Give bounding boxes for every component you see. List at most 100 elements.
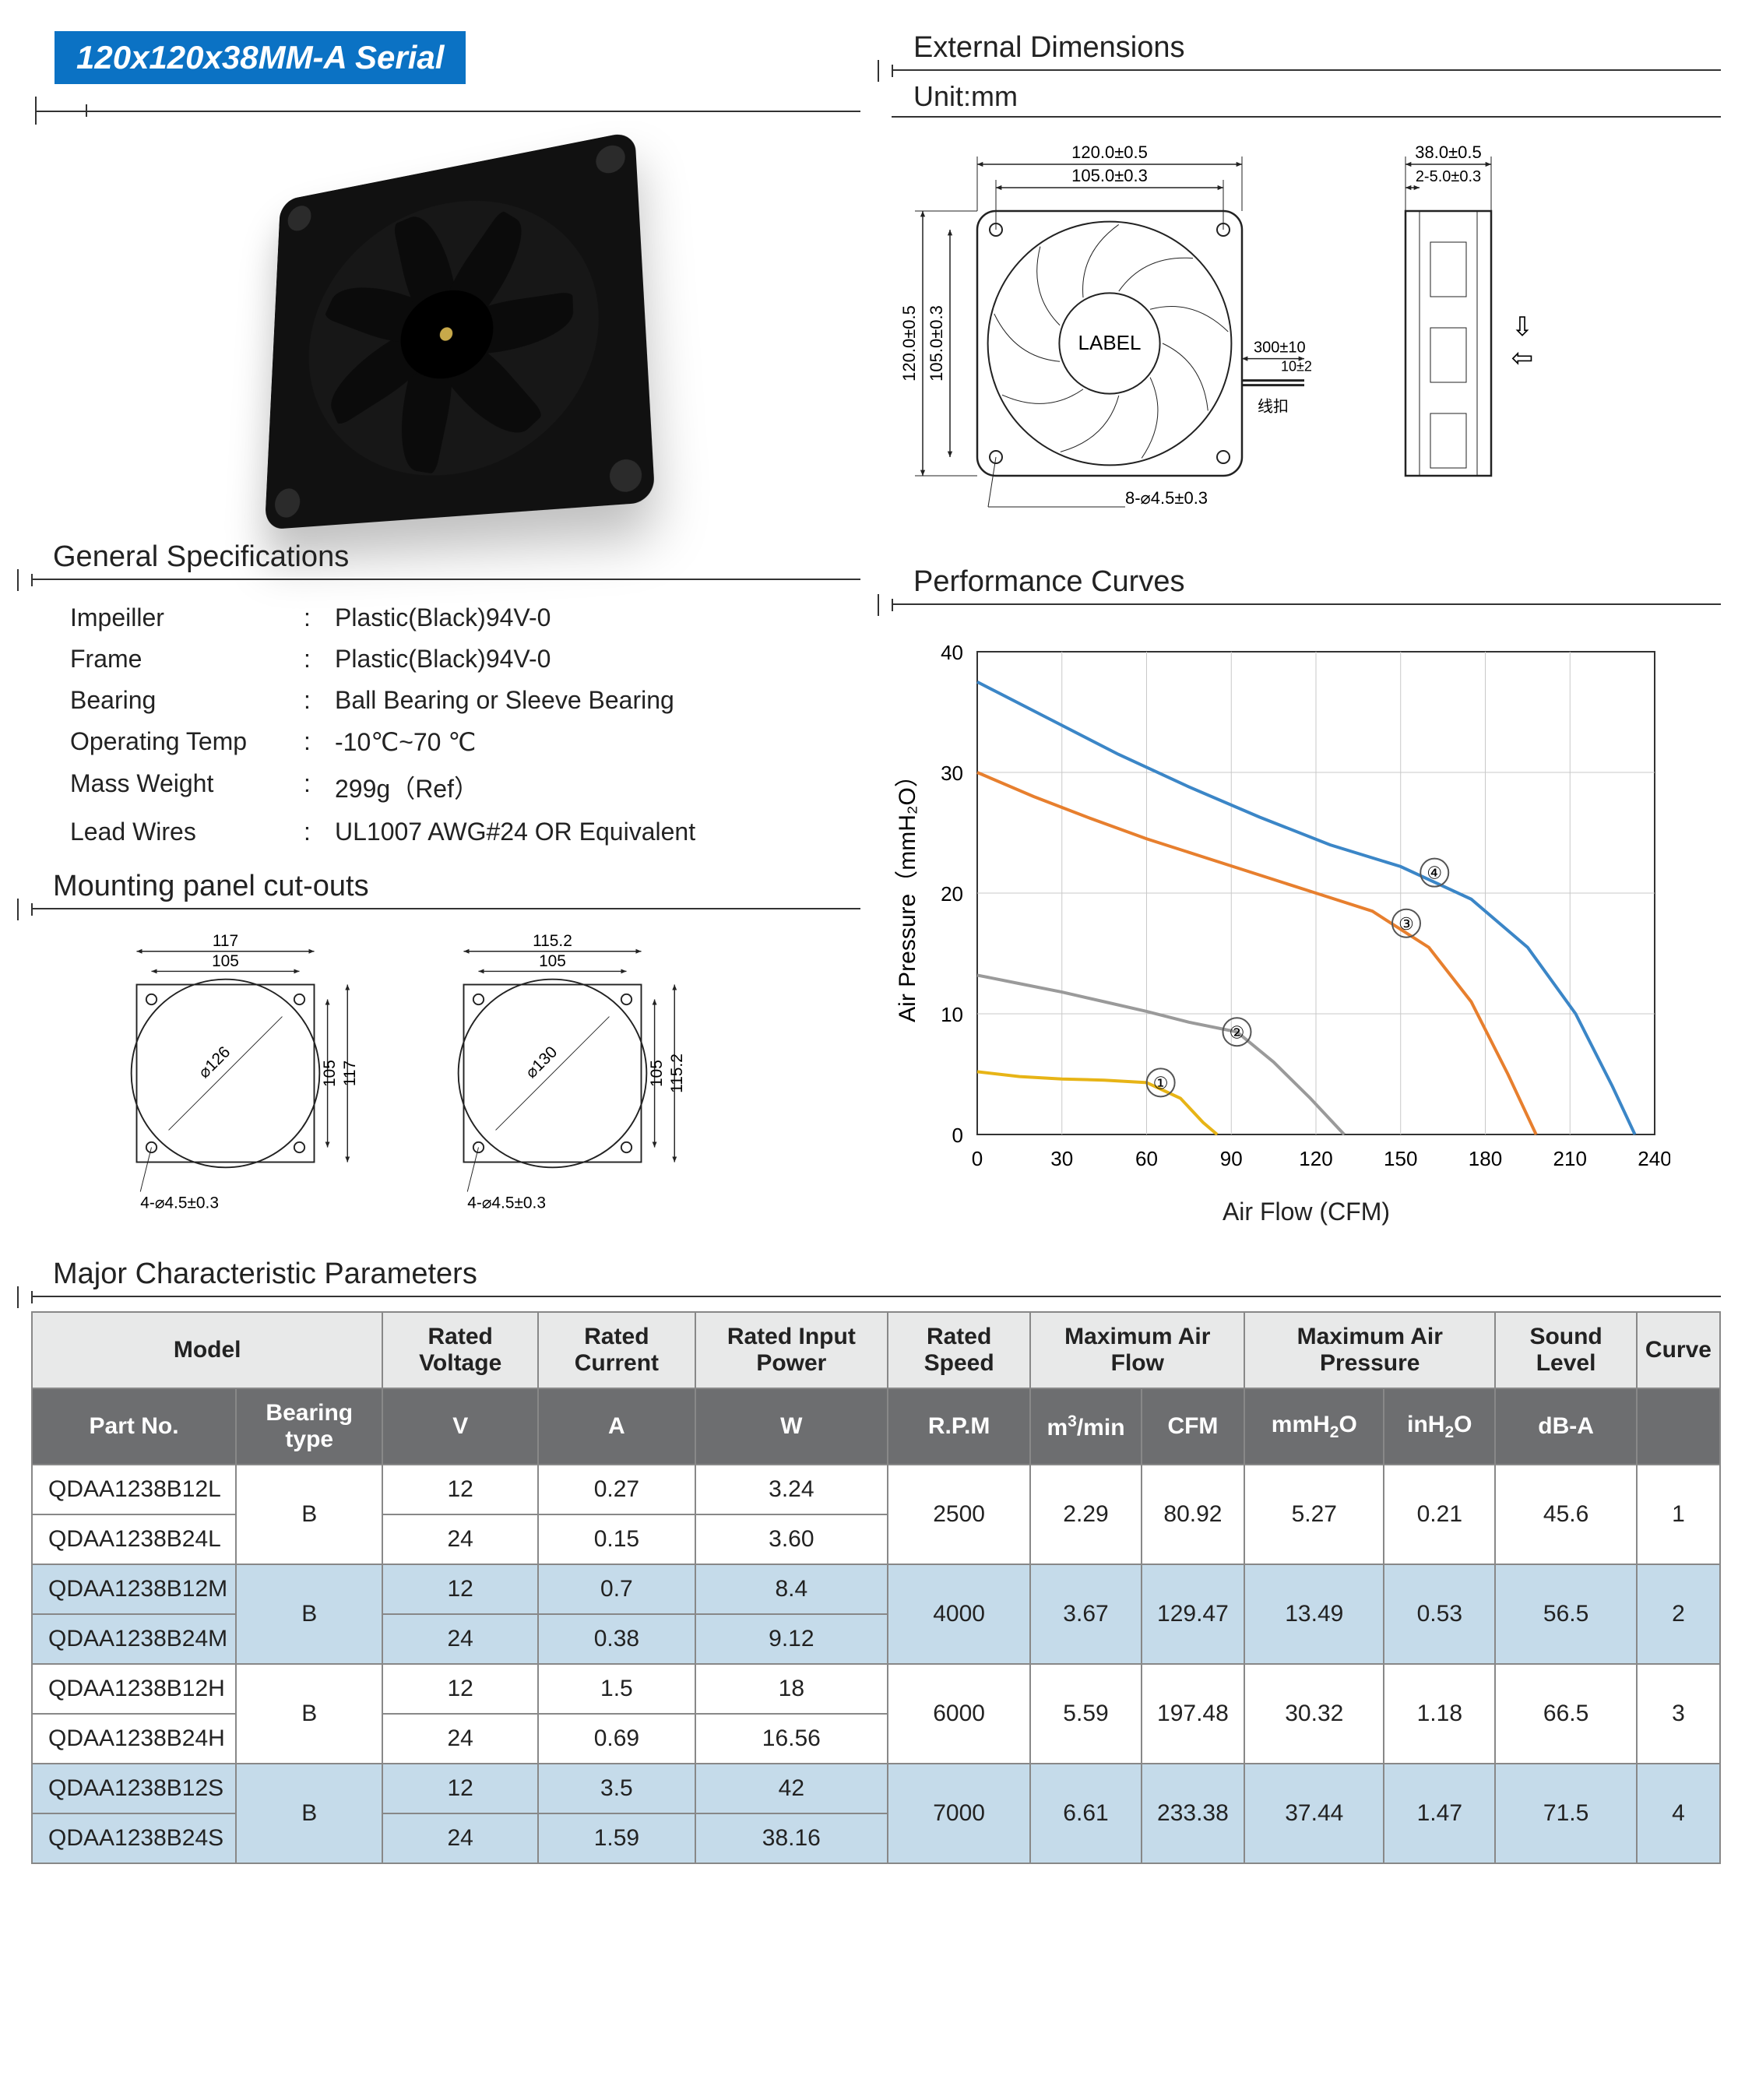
cutouts-area: ⌀1261171051171054-⌀4.5±0.3 ⌀130115.21051…: [78, 933, 860, 1234]
table-cell: 45.6: [1495, 1465, 1637, 1564]
svg-text:⌀130: ⌀130: [522, 1043, 561, 1082]
table-body: QDAA1238B12LB120.273.2425002.2980.925.27…: [32, 1465, 1720, 1863]
spec-mass-v: 299g（Ref）: [335, 769, 860, 805]
table-cell: B: [236, 1764, 382, 1863]
section-external: External Dimensions: [892, 31, 1721, 71]
table-cell: B: [236, 1664, 382, 1764]
svg-text:300±10: 300±10: [1254, 339, 1306, 357]
title-rule: [31, 97, 860, 128]
table-cell: 4: [1637, 1764, 1720, 1863]
svg-text:⌀126: ⌀126: [195, 1043, 234, 1082]
table-cell: 129.47: [1142, 1564, 1245, 1664]
table-cell: 8.4: [695, 1564, 888, 1614]
table-cell: B: [236, 1465, 382, 1564]
table-cell: 37.44: [1244, 1764, 1384, 1863]
th-model: Model: [32, 1312, 382, 1388]
table-cell: 3.60: [695, 1514, 888, 1564]
table-cell: 12: [382, 1465, 538, 1514]
table-cell: 12: [382, 1564, 538, 1614]
table-cell: 3.24: [695, 1465, 888, 1514]
svg-text:0: 0: [972, 1147, 983, 1170]
th-snd: Sound Level: [1495, 1312, 1637, 1388]
table-cell: 38.16: [695, 1813, 888, 1863]
table-cell: 42: [695, 1764, 888, 1813]
table-cell: 3.5: [538, 1764, 695, 1813]
svg-text:120.0±0.5: 120.0±0.5: [899, 305, 919, 382]
spec-list: Impeiller:Plastic(Black)94V-0 Frame:Plas…: [70, 603, 860, 846]
th-ua: A: [538, 1388, 695, 1465]
table-cell: QDAA1238B12H: [32, 1664, 236, 1714]
th-uw: W: [695, 1388, 888, 1465]
table-cell: 1.59: [538, 1813, 695, 1863]
th-rc: Rated Current: [538, 1312, 695, 1388]
table-cell: 197.48: [1142, 1664, 1245, 1764]
spec-bearing-k: Bearing: [70, 686, 304, 715]
table-cell: 2500: [888, 1465, 1030, 1564]
section-general-label: General Specifications: [31, 540, 349, 574]
spec-impeller-k: Impeiller: [70, 603, 304, 632]
table-row: QDAA1238B12LB120.273.2425002.2980.925.27…: [32, 1465, 1720, 1514]
table-cell: 1.5: [538, 1664, 695, 1714]
cutout-a: ⌀1261171051171054-⌀4.5±0.3: [78, 933, 358, 1234]
table-cell: 24: [382, 1714, 538, 1764]
table-cell: 1.47: [1384, 1764, 1495, 1863]
section-params: Major Characteristic Parameters: [31, 1258, 1721, 1297]
svg-text:90: 90: [1220, 1147, 1243, 1170]
svg-text:8-⌀4.5±0.3: 8-⌀4.5±0.3: [1125, 488, 1208, 508]
unit-line: Unit:mm: [892, 71, 1721, 118]
table-cell: 16.56: [695, 1714, 888, 1764]
svg-text:2-5.0±0.3: 2-5.0±0.3: [1416, 168, 1481, 185]
th-map: Maximum Air Pressure: [1244, 1312, 1495, 1388]
table-cell: 0.15: [538, 1514, 695, 1564]
table-cell: QDAA1238B12M: [32, 1564, 236, 1614]
section-perf: Performance Curves: [892, 565, 1721, 605]
table-row: QDAA1238B12MB120.78.440003.67129.4713.49…: [32, 1564, 1720, 1614]
dimensions-drawing: LABEL120.0±0.5105.0±0.3120.0±0.5105.0±0.…: [892, 133, 1721, 542]
spec-bearing-v: Ball Bearing or Sleeve Bearing: [335, 686, 860, 715]
th-udb: dB-A: [1495, 1388, 1637, 1465]
svg-text:115.2: 115.2: [668, 1054, 685, 1093]
table-cell: 1: [1637, 1465, 1720, 1564]
section-params-label: Major Characteristic Parameters: [31, 1258, 477, 1291]
svg-text:⇩: ⇩: [1511, 312, 1534, 342]
svg-text:③: ③: [1398, 914, 1414, 934]
table-cell: QDAA1238B24M: [32, 1614, 236, 1664]
table-cell: 12: [382, 1664, 538, 1714]
table-cell: QDAA1238B12S: [32, 1764, 236, 1813]
th-rip: Rated Input Power: [695, 1312, 888, 1388]
spec-wires-v: UL1007 AWG#24 OR Equivalent: [335, 818, 860, 846]
svg-text:30: 30: [1050, 1147, 1073, 1170]
th-partno: Part No.: [32, 1388, 236, 1465]
table-cell: 0.38: [538, 1614, 695, 1664]
table-cell: 0.27: [538, 1465, 695, 1514]
table-cell: 233.38: [1142, 1764, 1245, 1863]
product-photo: [244, 151, 649, 517]
svg-text:LABEL: LABEL: [1078, 331, 1142, 354]
svg-text:115.2: 115.2: [533, 933, 572, 950]
table-cell: 30.32: [1244, 1664, 1384, 1764]
svg-text:105: 105: [648, 1060, 666, 1087]
svg-text:105.0±0.3: 105.0±0.3: [927, 305, 946, 382]
svg-text:60: 60: [1135, 1147, 1158, 1170]
table-cell: QDAA1238B24H: [32, 1714, 236, 1764]
th-crv: Curve: [1637, 1312, 1720, 1388]
table-cell: QDAA1238B24L: [32, 1514, 236, 1564]
th-um3: m3/min: [1030, 1388, 1141, 1465]
svg-text:105.0±0.3: 105.0±0.3: [1071, 166, 1148, 185]
table-cell: 6000: [888, 1664, 1030, 1764]
svg-text:10±2: 10±2: [1281, 359, 1312, 375]
spec-frame-k: Frame: [70, 645, 304, 674]
svg-text:240: 240: [1638, 1147, 1670, 1170]
table-cell: 12: [382, 1764, 538, 1813]
svg-text:4-⌀4.5±0.3: 4-⌀4.5±0.3: [467, 1194, 546, 1212]
table-cell: 71.5: [1495, 1764, 1637, 1863]
performance-chart: Air Pressure（mmH₂O）030609012015018021024…: [892, 628, 1721, 1226]
svg-text:105: 105: [539, 952, 566, 970]
table-cell: 0.21: [1384, 1465, 1495, 1564]
table-cell: 24: [382, 1614, 538, 1664]
spec-frame-v: Plastic(Black)94V-0: [335, 645, 860, 674]
table-row: QDAA1238B12HB121.51860005.59197.4830.321…: [32, 1664, 1720, 1714]
datasheet-page: 120x120x38MM-A Serial General Specificat…: [31, 31, 1721, 1864]
svg-text:线扣: 线扣: [1258, 398, 1289, 416]
table-cell: 1.18: [1384, 1664, 1495, 1764]
